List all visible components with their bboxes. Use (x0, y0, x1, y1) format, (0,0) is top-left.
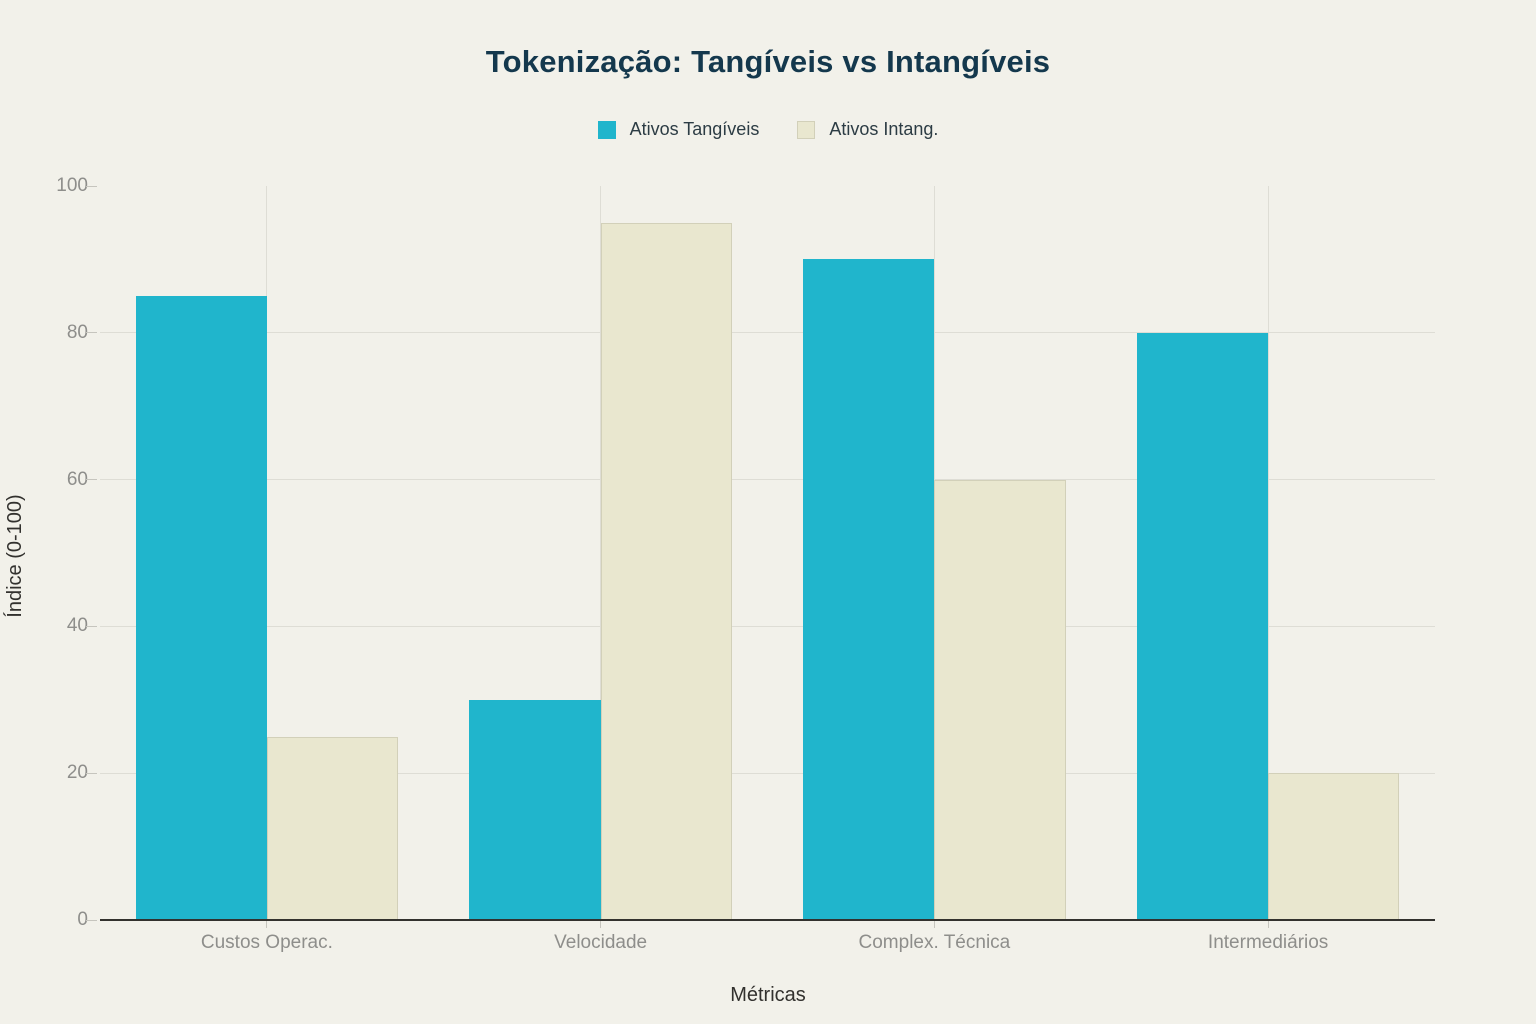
bar-tangiveis-0[interactable] (135, 296, 267, 920)
y-tick-mark (86, 332, 97, 334)
y-tick-mark (86, 919, 97, 921)
x-tick-mark (266, 920, 268, 928)
legend-label: Ativos Tangíveis (629, 119, 760, 139)
x-axis-title: Métricas (730, 984, 806, 1006)
bar-tangiveis-1[interactable] (469, 699, 601, 920)
y-gridline (100, 772, 1435, 774)
y-gridline (100, 479, 1435, 481)
x-axis-line (100, 919, 1435, 921)
x-tick-label: Velocidade (554, 932, 648, 953)
x-tick-label: Custos Operac. (200, 932, 333, 953)
y-tick-mark (86, 625, 97, 627)
legend-label: Ativos Intang. (829, 119, 939, 139)
y-tick-mark (86, 772, 97, 774)
y-tick-label: 20 (66, 762, 88, 784)
legend-swatch (597, 120, 616, 139)
legend-item-tangiveis[interactable]: Ativos Tangíveis (597, 119, 760, 140)
y-gridline (100, 625, 1435, 627)
x-tick-label: Complex. Técnica (858, 932, 1011, 953)
x-tick-mark (1267, 920, 1269, 928)
bar-intangiveis-0[interactable] (266, 736, 399, 920)
bar-tangiveis-2[interactable] (803, 259, 935, 920)
y-tick-label: 40 (66, 615, 88, 637)
y-gridline (100, 332, 1435, 334)
legend-swatch (797, 120, 816, 139)
bar-intangiveis-3[interactable] (1268, 773, 1400, 920)
bar-tangiveis-3[interactable] (1136, 332, 1269, 920)
x-gridline (266, 186, 268, 920)
legend: Ativos Tangíveis Ativos Intang. (0, 119, 1536, 140)
plot-area (86, 185, 1435, 928)
x-tick-mark (933, 920, 935, 928)
x-axis-labels: Custos Operac. Velocidade Complex. Técnica… (100, 932, 1435, 962)
y-tick-mark (86, 185, 97, 187)
y-axis-title: Índice (0-100) (4, 494, 26, 618)
bar-intangiveis-2[interactable] (934, 479, 1066, 920)
y-tick-mark (86, 479, 97, 481)
y-axis-labels: 0 20 40 60 80 100 (0, 175, 88, 930)
y-tick-label: 0 (77, 909, 88, 930)
chart-title: Tokenização: Tangíveis vs Intangíveis (485, 44, 1051, 79)
y-tick-label: 80 (66, 321, 88, 343)
legend-item-intangiveis[interactable]: Ativos Intang. (797, 119, 938, 140)
y-tick-label: 60 (66, 468, 88, 490)
x-tick-label: Intermediários (1207, 932, 1329, 953)
x-tick-mark (600, 920, 602, 928)
bar-intangiveis-1[interactable] (600, 222, 732, 920)
x-gridline (1267, 186, 1269, 920)
y-tick-label: 100 (56, 175, 88, 196)
